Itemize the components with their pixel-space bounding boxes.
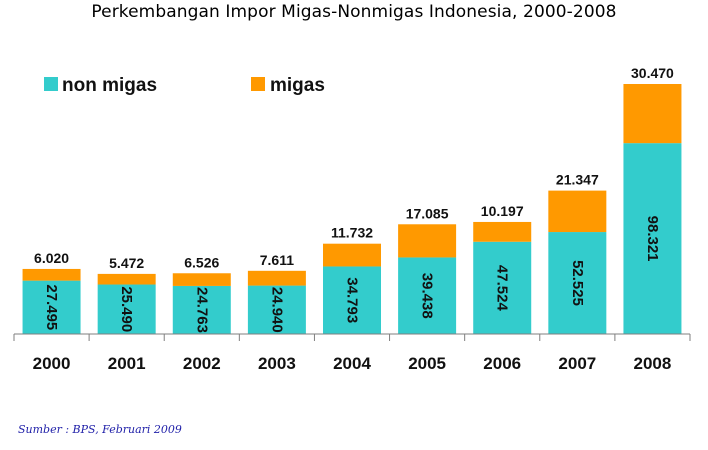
data-label-nonmigas-2000: 27.495 [43,284,60,330]
data-label-migas-2000: 6.020 [34,250,69,266]
data-label-migas-2008: 30.470 [631,65,674,81]
bar-nonmigas-2005 [398,257,457,334]
bar-nonmigas-2004 [323,266,381,334]
x-tick-label-2006: 2006 [483,354,521,373]
legend: non migas migas [44,75,325,96]
data-label-migas-2005: 17.085 [406,205,449,221]
legend-label-migas: migas [270,75,325,96]
data-label-migas-2003: 7.611 [260,252,294,268]
data-label-nonmigas-2006: 47.524 [494,265,511,312]
x-tick-label-2003: 2003 [258,354,296,373]
legend-swatch-migas [251,77,265,91]
bar-nonmigas-2000 [22,280,81,334]
bar-migas-2001 [97,273,156,285]
data-label-nonmigas-2007: 52.525 [569,260,586,306]
bar-migas-2006 [473,221,532,242]
source-note: Sumber : BPS, Februari 2009 [18,423,182,436]
legend-swatch-non-migas [44,77,58,91]
x-tick-label-2001: 2001 [108,354,146,373]
data-label-nonmigas-2001: 25.490 [118,286,135,332]
bar-nonmigas-2006 [473,241,532,334]
bar-migas-2007 [548,190,607,233]
chart-title: Perkembangan Impor Migas-Nonmigas Indone… [91,2,617,22]
bar-nonmigas-2001 [97,284,156,334]
bar-nonmigas-2007 [548,232,607,334]
bar-migas-2000 [22,268,81,281]
data-label-nonmigas-2002: 24.763 [193,287,210,333]
bar-migas-2008 [623,84,682,144]
data-label-nonmigas-2008: 98.321 [644,216,661,262]
data-label-nonmigas-2004: 34.793 [344,277,361,323]
bar-migas-2003 [247,270,306,286]
data-label-migas-2006: 10.197 [481,203,524,219]
data-label-nonmigas-2003: 24.940 [268,287,285,333]
bar-nonmigas-2003 [247,285,306,334]
x-tick-label-2000: 2000 [33,354,71,373]
data-label-migas-2001: 5.472 [109,255,144,271]
bars-group: 27.495 6.020 25.490 5.472 24.763 6.526 24.940 7… [22,65,682,334]
bar-nonmigas-2002 [172,285,231,334]
x-tick-label-2005: 2005 [408,354,446,373]
x-tick-label-2007: 2007 [558,354,596,373]
legend-label-non-migas: non migas [62,75,157,96]
data-label-nonmigas-2005: 39.438 [419,273,436,319]
bar-nonmigas-2008 [623,143,682,334]
x-tick-label-2004: 2004 [333,354,371,373]
bar-migas-2005 [398,224,457,258]
data-label-migas-2007: 21.347 [556,172,599,188]
bar-migas-2004 [323,243,381,267]
data-label-migas-2002: 6.526 [184,254,219,270]
bar-migas-2002 [172,273,231,286]
x-tick-label-2008: 2008 [634,354,672,373]
data-label-migas-2004: 11.732 [331,225,373,241]
x-axis: 2000 2001 2002 2003 2004 2005 2006 2007 2008 [13,333,691,373]
x-tick-label-2002: 2002 [183,354,221,373]
